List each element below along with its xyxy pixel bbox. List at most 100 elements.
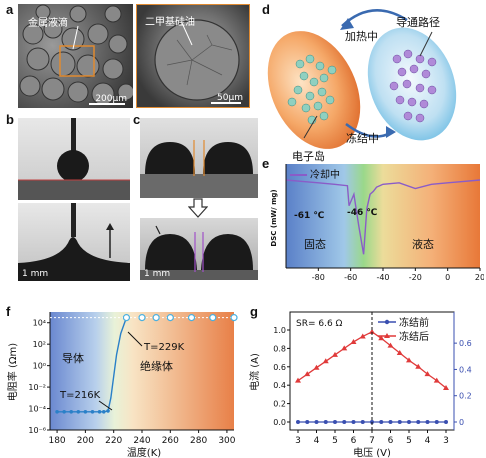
iv-y-tick-label: 1.0 xyxy=(273,326,286,335)
resistivity-point xyxy=(62,409,66,414)
resistivity-xlabel: 温度(K) xyxy=(127,446,161,458)
resistivity-point xyxy=(69,409,74,414)
label-electron-island: 电子岛 xyxy=(292,150,325,163)
dsc-x-tick-label: -20 xyxy=(409,273,422,282)
resistivity-plateau-point xyxy=(166,314,174,322)
iv-before-point xyxy=(407,420,411,424)
dsc-peak2: -46 ℃ xyxy=(347,208,377,218)
iv-x-tick-label: 6 xyxy=(388,436,394,446)
scale-label-c: 1 mm xyxy=(144,269,171,279)
dsc-plot-bg xyxy=(286,164,480,268)
dsc-x-tick-label: 0 xyxy=(445,273,450,282)
iv-before-point xyxy=(314,420,319,424)
legend-after: 冻结后 xyxy=(399,330,429,343)
iv-before-point xyxy=(388,420,393,424)
resistivity-y-tick-label: 10⁻⁴ xyxy=(28,405,46,414)
scale-label-b: 1 mm xyxy=(22,269,49,279)
iv-before-point xyxy=(305,420,310,424)
iv-right-tick-label: 0 xyxy=(459,418,464,427)
label-heating: 加热中 xyxy=(345,30,378,43)
resistivity-x-tick-label: 280 xyxy=(190,436,207,446)
iv-after-point xyxy=(396,350,403,355)
iv-before-point xyxy=(351,420,356,424)
resistivity-x-tick-label: 260 xyxy=(162,436,179,446)
iv-after-point xyxy=(369,328,375,334)
droplet-c1-drawing xyxy=(140,140,258,198)
iv-x-tick-label: 3 xyxy=(443,436,449,446)
iv-after-point xyxy=(406,357,412,363)
resistivity-point xyxy=(97,409,102,414)
resistivity-plateau-point xyxy=(138,314,146,322)
legend-before: 冻结前 xyxy=(399,316,429,329)
dsc-solid-label: 固态 xyxy=(304,238,326,251)
iv-before-point xyxy=(296,420,300,424)
panel-label-b: b xyxy=(6,112,14,127)
iv-after-point xyxy=(304,371,311,377)
droplet-c2-drawing xyxy=(140,225,258,280)
panel-label-e: e xyxy=(262,156,270,171)
dsc-ylabel: DSC (mW/ mg) xyxy=(270,189,278,246)
resistivity-x-tick-label: 240 xyxy=(133,436,150,446)
panel-label-d: d xyxy=(262,2,270,17)
label-conduction-path: 导通路径 xyxy=(396,16,440,29)
dsc-chart: -80 -60 -40 -20 0 20 DSC (mW/ mg) 冷却中 -61 ℃ -… xyxy=(270,164,484,282)
dsc-peak1: -61 ℃ xyxy=(294,211,324,221)
resistivity-y-tick-label: 10⁰ xyxy=(33,362,46,371)
sem-image-right: 二甲基硅油 50μm xyxy=(136,4,250,108)
iv-after-point xyxy=(424,371,431,377)
resistivity-plot-bg xyxy=(50,312,234,430)
dsc-x-tick-label: -60 xyxy=(344,273,357,282)
resistivity-plateau-point xyxy=(152,314,160,322)
t1-annotation: T=216K xyxy=(59,390,101,401)
iv-before-point xyxy=(360,420,365,424)
iv-after-point xyxy=(387,342,394,348)
iv-y-tick-label: 0.8 xyxy=(273,344,286,353)
resistivity-point xyxy=(76,409,81,414)
iv-before-point xyxy=(444,420,448,424)
sem-zoom-droplet xyxy=(154,19,240,101)
scale-label-right: 50μm xyxy=(217,93,243,103)
resistivity-x-tick-label: 300 xyxy=(218,436,235,446)
iv-y-tick-label: 0.6 xyxy=(273,363,286,372)
iv-before-point xyxy=(434,420,439,424)
iv-chart: 3 4 5 6 7 6 5 4 3 0.0 0.2 0.4 0.6 0.8 1.0 0 0.2 0.4 0.6 SR… xyxy=(248,311,472,458)
droplet-photo-c1 xyxy=(140,118,258,198)
panel-label-f: f xyxy=(6,304,11,319)
iv-after-point xyxy=(295,377,301,383)
resistivity-point xyxy=(106,409,110,413)
panel-label-a: a xyxy=(6,2,14,17)
droplet-b2-drawing xyxy=(18,203,130,281)
iv-after-point xyxy=(415,363,422,369)
dsc-x-tick-label: -40 xyxy=(376,273,389,282)
iv-x-tick-label: 5 xyxy=(332,436,338,446)
panel-label-g: g xyxy=(250,304,258,319)
resistivity-point xyxy=(55,409,59,414)
iv-x-tick-label: 5 xyxy=(406,436,412,446)
iv-ylabel: 电流 (A) xyxy=(248,353,261,391)
scale-label-left: 200μm xyxy=(95,94,127,104)
frozen-ellipse xyxy=(367,27,457,141)
heated-ellipse xyxy=(267,31,361,149)
iv-after-point xyxy=(313,364,320,370)
resistivity-point xyxy=(90,409,95,414)
resistivity-ylabel: 电阻率 (Ωm) xyxy=(6,343,19,401)
iv-y-tick-label: 0.0 xyxy=(273,418,286,427)
iv-after-point xyxy=(350,338,357,344)
schematic-d xyxy=(267,9,457,149)
conductor-label: 导体 xyxy=(62,351,84,365)
label-silicone-oil: 二甲基硅油 xyxy=(145,17,195,28)
resistivity-point xyxy=(101,409,106,414)
iv-before-point xyxy=(379,420,384,424)
iv-x-tick-label: 4 xyxy=(425,436,431,446)
dsc-x-tick-label: 20 xyxy=(475,273,484,282)
iv-x-tick-label: 7 xyxy=(369,436,375,446)
iv-sr-label: SR= 6.6 Ω xyxy=(296,319,343,329)
resistivity-chart: 180 200 220 240 260 280 300 10⁴ 10² 10⁰ 10⁻² 10⁻⁴ 10… xyxy=(6,312,238,458)
iv-right-tick-label: 0.6 xyxy=(459,339,472,348)
resistivity-y-tick-label: 10⁻⁶ xyxy=(28,426,46,435)
resistivity-x-tick-label: 180 xyxy=(48,436,65,446)
resistivity-y-tick-label: 10⁴ xyxy=(33,319,46,328)
iv-after-point xyxy=(322,358,329,364)
label-metal-droplet: 金属液滴 xyxy=(28,18,68,29)
sem-image-left: 金属液滴 200μm xyxy=(18,4,133,108)
